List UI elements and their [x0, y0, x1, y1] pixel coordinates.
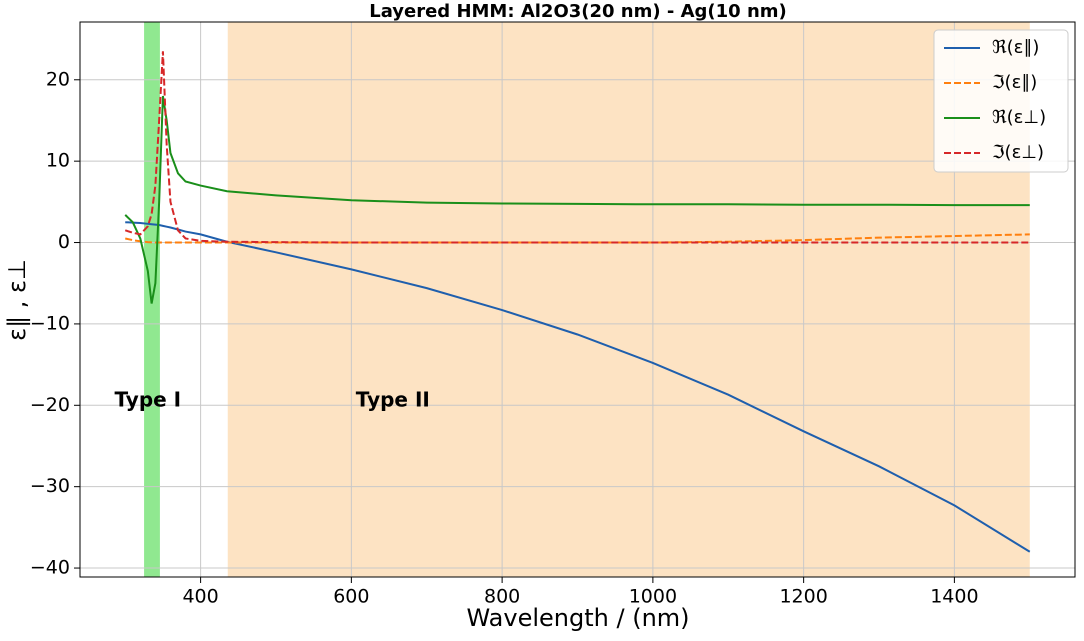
x-tick-label: 400 — [182, 586, 218, 608]
legend-label: ℜ(ε∥) — [992, 37, 1039, 58]
annotation: Type II — [356, 388, 430, 412]
x-axis-label: Wavelength / (nm) — [466, 604, 689, 632]
legend-label: ℜ(ε⊥) — [992, 107, 1046, 128]
annotation: Type I — [115, 388, 182, 412]
x-tick-label: 1400 — [930, 586, 978, 608]
x-tick-label: 800 — [484, 586, 520, 608]
plot-frame — [79, 21, 1076, 578]
x-tick-label: 600 — [333, 586, 369, 608]
legend-label: ℑ(ε⊥) — [992, 142, 1044, 163]
x-tick-label: 1200 — [779, 586, 827, 608]
y-tick-label: −30 — [30, 475, 70, 497]
x-tick-label: 1000 — [629, 586, 677, 608]
y-tick-label: 10 — [46, 150, 70, 172]
y-tick-label: 20 — [46, 68, 70, 90]
y-tick-label: 0 — [58, 231, 70, 253]
legend-label: ℑ(ε∥) — [992, 72, 1037, 93]
chart-title: Layered HMM: Al2O3(20 nm) - Ag(10 nm) — [369, 1, 787, 22]
y-tick-label: −10 — [30, 312, 70, 334]
series-line — [124, 51, 1030, 244]
series-line — [124, 95, 1030, 304]
legend-box — [933, 29, 1069, 173]
shaded-region — [227, 22, 1030, 577]
y-tick-label: −20 — [30, 394, 70, 416]
y-axis-label: ε∥ , ε⊥ — [3, 259, 31, 341]
series-line — [125, 221, 1031, 553]
y-tick-label: −40 — [30, 557, 70, 579]
